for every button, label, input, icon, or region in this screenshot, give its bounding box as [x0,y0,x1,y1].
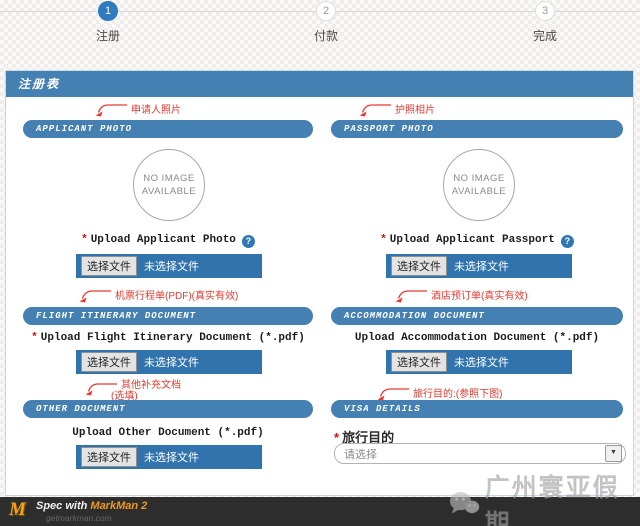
section-header-applicant-photo: APPLICANT PHOTO [23,120,313,138]
section-header-passport-photo: PASSPORT PHOTO [331,120,623,138]
upload-other-document-label: Upload Other Document (*.pdf) [72,427,264,439]
annotation-passport-photo: 护照相片 [358,101,435,117]
annotation-applicant-photo: 申请人照片 [94,101,181,117]
annotation-arrow-icon [79,290,111,303]
file-status-text: 未选择文件 [144,452,199,464]
travel-purpose-select[interactable]: 请选择 ▼ [334,443,626,464]
choose-file-button[interactable]: 选择文件 [81,352,137,372]
annotation-arrow-icon [95,104,127,117]
file-status-text: 未选择文件 [454,357,509,369]
annotation-arrow-icon [85,383,117,396]
applicant-passport-file-input[interactable]: 选择文件 未选择文件 [386,254,572,278]
applicant-photo-placeholder: NO IMAGE AVAILABLE [133,149,205,221]
watermark: 广州寰亚假期 [448,468,640,526]
upload-accommodation-label: Upload Accommodation Document (*.pdf) [354,332,600,344]
step-circle-register[interactable]: 1 [98,1,118,21]
help-icon[interactable]: ? [241,235,255,248]
form-title: 注册表 [18,77,61,91]
markman-brand: Spec with MarkMan 2 [36,500,148,512]
annotation-visa-details: 旅行目的:(参照下图) [376,385,502,401]
applicant-photo-file-input[interactable]: 选择文件 未选择文件 [76,254,262,278]
choose-file-button[interactable]: 选择文件 [81,256,137,276]
annotation-arrow-icon [377,388,409,401]
step-circle-payment[interactable]: 2 [316,1,336,21]
registration-panel: 注册表 申请人照片 护照相片 APPLICANT PHOTO PASSPORT … [5,70,634,496]
wechat-icon [449,492,480,514]
section-header-accommodation: ACCOMMODATION DOCUMENT [331,307,623,325]
file-status-text: 未选择文件 [144,357,199,369]
upload-applicant-passport-label: * Upload Applicant Passport? [331,234,623,248]
step-label-complete: 完成 [532,29,557,43]
choose-file-button[interactable]: 选择文件 [81,447,137,467]
passport-photo-placeholder: NO IMAGE AVAILABLE [443,149,515,221]
form-title-bar: 注册表 [6,71,633,97]
markman-footer-bar: M Spec with MarkMan 2 getmarkman.com [0,497,640,526]
step-label-payment: 付款 [313,29,338,43]
file-status-text: 未选择文件 [454,261,509,273]
chevron-down-icon[interactable]: ▼ [605,445,622,462]
accommodation-file-input[interactable]: 选择文件 未选择文件 [386,350,572,374]
flight-itinerary-file-input[interactable]: 选择文件 未选择文件 [76,350,262,374]
file-status-text: 未选择文件 [144,261,199,273]
annotation-flight-itinerary: 机票行程单(PDF)(真实有效) [78,287,238,303]
choose-file-button[interactable]: 选择文件 [391,352,447,372]
annotation-arrow-icon [359,104,391,117]
other-document-file-input[interactable]: 选择文件 未选择文件 [76,445,262,469]
section-header-other-document: OTHER DOCUMENT [23,400,313,418]
choose-file-button[interactable]: 选择文件 [391,256,447,276]
watermark-text: 广州寰亚假期 [484,473,620,526]
annotation-arrow-icon [395,290,427,303]
section-header-visa-details: VISA DETAILS [331,400,623,418]
markman-logo-icon: M [9,499,26,520]
annotation-other-document: 其他补充文档 (选填) [84,380,181,402]
help-icon[interactable]: ? [560,235,574,248]
select-placeholder: 请选择 [344,448,377,461]
upload-applicant-photo-label: * Upload Applicant Photo? [23,234,313,248]
travel-purpose-label: * 旅行目的 [334,430,395,445]
section-header-flight-itinerary: FLIGHT ITINERARY DOCUMENT [23,307,313,325]
annotation-accommodation: 酒店预订单(真实有效) [394,287,528,303]
upload-flight-itinerary-label: * Upload Flight Itinerary Document (*.pdf… [31,332,305,344]
markman-url: getmarkman.com [46,513,112,523]
step-circle-complete[interactable]: 3 [535,1,555,21]
step-label-register: 注册 [95,29,120,43]
